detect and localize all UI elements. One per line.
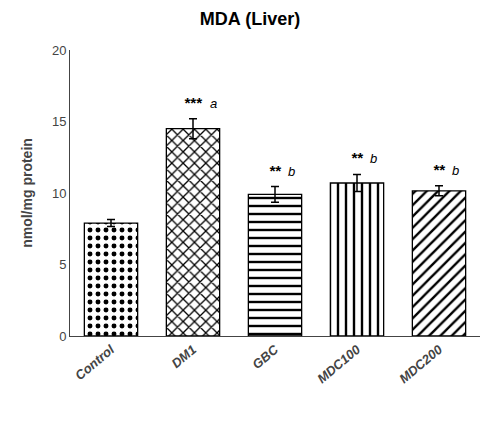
svg-text:b: b bbox=[370, 151, 377, 166]
svg-text:20: 20 bbox=[52, 43, 66, 58]
svg-text:MDC100: MDC100 bbox=[314, 341, 364, 386]
svg-text:15: 15 bbox=[52, 114, 66, 129]
svg-text:**: ** bbox=[269, 162, 282, 179]
svg-text:Control: Control bbox=[72, 342, 117, 383]
svg-text:5: 5 bbox=[59, 257, 66, 272]
svg-text:MDA (Liver): MDA (Liver) bbox=[200, 9, 300, 29]
svg-text:10: 10 bbox=[52, 186, 66, 201]
svg-text:DM1: DM1 bbox=[168, 342, 199, 371]
svg-text:**: ** bbox=[433, 161, 446, 178]
svg-text:MDC200: MDC200 bbox=[396, 341, 446, 386]
svg-text:0: 0 bbox=[59, 329, 66, 344]
svg-text:b: b bbox=[452, 163, 459, 178]
svg-text:GBC: GBC bbox=[249, 341, 281, 371]
svg-text:***: *** bbox=[184, 94, 203, 111]
svg-text:a: a bbox=[210, 96, 217, 111]
svg-text:**: ** bbox=[351, 149, 364, 166]
svg-text:nmol/mg protein: nmol/mg protein bbox=[19, 138, 35, 248]
svg-text:b: b bbox=[288, 164, 295, 179]
